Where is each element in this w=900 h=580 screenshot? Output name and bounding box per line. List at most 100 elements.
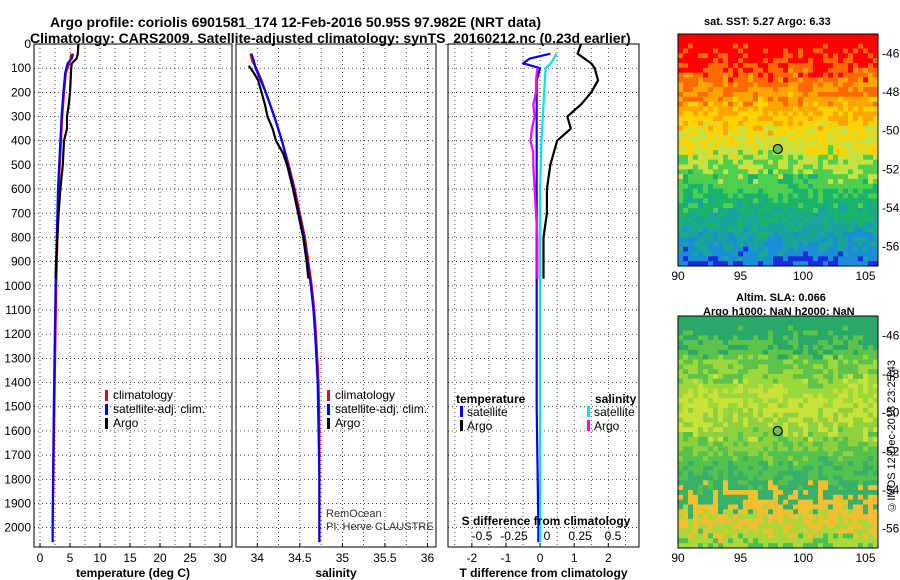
series-argo	[247, 65, 310, 279]
sla-map-title-2: Argo h1000: NaN h2000: NaN	[703, 306, 855, 318]
panel-temperature	[33, 43, 233, 548]
title-line-1: Argo profile: coriolis 6901581_174 12-Fe…	[50, 14, 542, 30]
map-x-tick-label: 90	[671, 551, 685, 565]
map-x-tick-label: 90	[671, 269, 685, 283]
map-y-tick-label: -52	[882, 162, 900, 176]
map-y-tick-label: -46	[882, 46, 900, 60]
series-temperature-argo	[542, 43, 600, 279]
float-position-marker	[772, 143, 783, 155]
map-x-tick-label: 95	[734, 551, 748, 565]
y-tick-label: 200	[11, 85, 31, 99]
x-tick-label: 20	[153, 551, 167, 565]
x-axis-label: T difference from climatology	[459, 566, 627, 580]
x-tick-label: 34.5	[288, 551, 312, 565]
sst-map	[677, 33, 879, 267]
y-tick-label: 400	[11, 134, 31, 148]
legend-label: satellite	[594, 405, 635, 419]
map-y-tick-label: -50	[882, 406, 900, 420]
y-tick-label: 800	[11, 230, 31, 244]
legend-title: salinity	[595, 392, 637, 406]
y-tick-label: 500	[11, 158, 31, 172]
y-tick-label: 700	[11, 206, 31, 220]
legend-swatch	[327, 418, 330, 429]
legend-swatch	[460, 406, 463, 417]
y-tick-label: 1800	[4, 472, 31, 486]
map-y-tick-label: -48	[882, 367, 900, 381]
series-temperature-satellite	[521, 52, 551, 543]
y-tick-label: 100	[11, 61, 31, 75]
legend-label: satellite	[467, 405, 508, 419]
legend-title: temperature	[456, 392, 526, 406]
legend-label: climatology	[113, 388, 173, 402]
x-tick-label: 0	[37, 551, 44, 565]
y-tick-label: 1700	[4, 448, 31, 462]
x-tick-label: 35	[336, 551, 350, 565]
panel-frame	[33, 43, 233, 548]
map-y-tick-label: -56	[882, 240, 900, 254]
series-satellite-adj-clim-	[250, 53, 321, 543]
legend-swatch	[105, 390, 108, 401]
series-argo	[54, 43, 80, 279]
y-tick-label: 2000	[4, 521, 31, 535]
map-x-tick-label: 95	[734, 269, 748, 283]
map-frame	[677, 33, 879, 267]
x-tick-label: -1	[501, 551, 512, 565]
panel-frame	[235, 43, 437, 548]
panel-salinity	[235, 43, 437, 548]
legend-label: satellite-adj. clim.	[335, 402, 427, 416]
legend-swatch	[587, 406, 590, 417]
x-tick-label: -2	[467, 551, 478, 565]
series-climatology	[249, 53, 321, 543]
legend-label: Argo	[113, 416, 139, 430]
x-tick-label: 0	[537, 551, 544, 565]
x-axis-label: temperature (deg C)	[76, 566, 190, 580]
y-tick-label: 1400	[4, 376, 31, 390]
title-line-2: Climatology: CARS2009. Satellite-adjuste…	[30, 30, 631, 46]
credit-line-2: PI: Herve CLAUSTRE	[326, 521, 434, 533]
x-tick-label: 10	[93, 551, 107, 565]
x-tick-label: 15	[123, 551, 137, 565]
map-frame	[677, 315, 879, 549]
y-tick-label: 1100	[5, 303, 31, 317]
map-x-tick-label: 105	[855, 551, 875, 565]
panel-differences	[447, 43, 640, 548]
x-tick-label: 1	[571, 551, 578, 565]
map-y-tick-label: -50	[882, 124, 900, 138]
sla-map	[677, 315, 879, 549]
legend-swatch	[587, 420, 590, 431]
y-tick-label: 600	[11, 182, 31, 196]
y-tick-label: 1200	[4, 327, 31, 341]
top-x-tick-label: 0	[544, 529, 551, 543]
y-tick-label: 1900	[4, 496, 31, 510]
legend-swatch	[105, 404, 108, 415]
legend-swatch	[105, 418, 108, 429]
panel-frame	[447, 43, 640, 548]
top-x-tick-label: -0.5	[472, 529, 493, 543]
sst-map-title: sat. SST: 5.27 Argo: 6.33	[704, 16, 831, 28]
legend-label: Argo	[335, 416, 361, 430]
y-tick-label: 900	[11, 255, 31, 269]
map-y-tick-label: -48	[882, 85, 900, 99]
legend-label: Argo	[467, 419, 493, 433]
top-x-axis-label: S difference from climatology	[462, 514, 631, 528]
y-tick-label: 1300	[4, 351, 31, 365]
legend-label: Argo	[594, 419, 620, 433]
legend-label: satellite-adj. clim.	[113, 402, 205, 416]
map-y-tick-label: -46	[882, 328, 900, 342]
map-y-tick-label: -52	[882, 444, 900, 458]
top-x-tick-label: -0.25	[500, 529, 528, 543]
x-tick-label: 5	[67, 551, 74, 565]
legend-label: climatology	[335, 388, 395, 402]
y-tick-label: 300	[11, 110, 31, 124]
x-axis-label: salinity	[315, 566, 357, 580]
top-x-tick-label: 0.25	[568, 529, 592, 543]
x-tick-label: 36	[421, 551, 435, 565]
map-x-tick-label: 100	[793, 269, 813, 283]
map-y-tick-label: -56	[882, 522, 900, 536]
float-position-marker	[772, 425, 783, 437]
credit-line-1: RemOcean	[326, 508, 382, 520]
series-satellite-adj-clim-	[51, 53, 75, 543]
x-tick-label: 2	[605, 551, 612, 565]
series-salinity-argo	[529, 68, 539, 279]
